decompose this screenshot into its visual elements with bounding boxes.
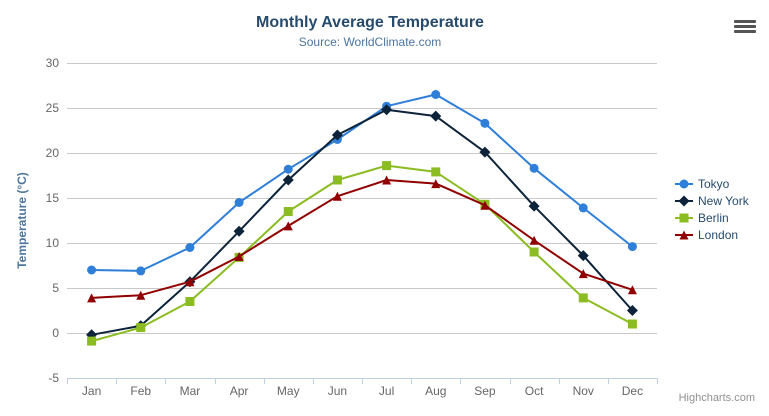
data-point-london[interactable] <box>185 277 195 287</box>
data-point-tokyo[interactable] <box>529 163 539 173</box>
series-london <box>87 175 637 303</box>
legend-marker-triangle[interactable] <box>679 230 689 240</box>
data-point-new-york[interactable] <box>479 146 491 158</box>
data-point-berlin[interactable] <box>578 293 588 303</box>
legend: Tokyo New York Berlin London <box>675 176 749 244</box>
data-point-berlin[interactable] <box>431 167 441 177</box>
data-point-new-york[interactable] <box>577 250 589 262</box>
legend-label: New York <box>698 194 749 208</box>
legend-square-icon <box>675 213 693 223</box>
data-point-london[interactable] <box>136 290 146 300</box>
legend-marker-square[interactable] <box>679 213 689 223</box>
data-point-london[interactable] <box>382 175 392 185</box>
chart-subtitle: Source: WorldClimate.com <box>298 35 442 49</box>
x-axis-label: Feb <box>130 384 151 398</box>
data-point-new-york[interactable] <box>381 104 393 116</box>
data-point-london[interactable] <box>578 269 588 279</box>
legend-item-new-york[interactable]: New York <box>675 193 749 209</box>
series-new-york <box>86 104 638 341</box>
data-point-new-york[interactable] <box>331 129 343 141</box>
x-axis-label: Oct <box>525 384 544 398</box>
y-axis-title: Temperature (°C) <box>15 172 29 269</box>
data-point-berlin[interactable] <box>283 207 293 216</box>
data-point-tokyo[interactable] <box>627 242 637 252</box>
y-axis-label: 25 <box>46 101 60 115</box>
legend-item-london[interactable]: London <box>675 227 749 243</box>
data-point-new-york[interactable] <box>233 225 245 237</box>
data-point-new-york[interactable] <box>430 110 442 122</box>
series-line-berlin <box>90 164 634 343</box>
y-axis-label: 15 <box>46 191 60 205</box>
data-point-berlin[interactable] <box>136 323 146 333</box>
x-axis-label: Aug <box>425 384 446 398</box>
data-point-new-york[interactable] <box>282 174 294 186</box>
y-axis-label: 10 <box>46 236 60 250</box>
data-point-berlin[interactable] <box>87 336 97 346</box>
data-point-london[interactable] <box>234 252 244 261</box>
x-axis-label: Jan <box>82 384 101 398</box>
legend-triangle-icon <box>675 230 693 240</box>
y-axis-label: 0 <box>52 326 59 340</box>
data-point-london[interactable] <box>529 235 539 245</box>
x-axis-label: Nov <box>573 384 594 398</box>
series-tokyo <box>87 90 637 276</box>
x-axis-label: May <box>277 384 300 398</box>
y-axis-label: 20 <box>46 146 60 160</box>
data-point-berlin[interactable] <box>382 161 392 171</box>
x-axis-label: Apr <box>230 384 249 398</box>
y-axis-label: 5 <box>52 281 59 295</box>
data-point-london[interactable] <box>431 179 441 189</box>
export-menu-button[interactable] <box>734 20 756 33</box>
data-point-berlin[interactable] <box>627 319 637 329</box>
legend-item-berlin[interactable]: Berlin <box>675 210 749 226</box>
data-point-london[interactable] <box>332 191 342 201</box>
data-point-tokyo[interactable] <box>87 265 97 275</box>
legend-marker-circle[interactable] <box>679 179 689 189</box>
hamburger-icon <box>734 20 756 33</box>
data-point-tokyo[interactable] <box>480 118 490 128</box>
x-axis-label: Jun <box>328 384 347 398</box>
series-line-tokyo <box>90 93 634 272</box>
y-axis-label: 30 <box>46 56 60 70</box>
data-point-london[interactable] <box>627 285 637 295</box>
data-point-tokyo[interactable] <box>185 243 195 252</box>
x-axis-label: Mar <box>180 384 201 398</box>
legend-diamond-icon <box>675 195 693 207</box>
data-point-london[interactable] <box>283 221 293 231</box>
legend-label: Tokyo <box>698 177 730 191</box>
credits-link[interactable]: Highcharts.com <box>678 392 755 404</box>
series-line-london <box>90 179 634 299</box>
legend-item-tokyo[interactable]: Tokyo <box>675 176 749 192</box>
data-point-tokyo[interactable] <box>283 164 293 174</box>
data-point-london[interactable] <box>480 200 490 210</box>
data-point-tokyo[interactable] <box>234 198 244 207</box>
legend-marker-diamond[interactable] <box>678 195 690 207</box>
data-point-berlin[interactable] <box>332 175 342 185</box>
x-axis-label: Dec <box>622 384 643 398</box>
legend-label: London <box>698 228 739 242</box>
data-point-new-york[interactable] <box>528 200 540 212</box>
legend-label: Berlin <box>698 211 729 225</box>
y-axis-label: -5 <box>48 371 59 385</box>
data-point-tokyo[interactable] <box>431 90 441 99</box>
x-axis-label: Sep <box>474 384 496 398</box>
data-point-berlin[interactable] <box>185 297 195 306</box>
data-point-tokyo[interactable] <box>578 203 588 213</box>
chart-title: Monthly Average Temperature <box>256 14 484 31</box>
data-point-berlin[interactable] <box>529 247 539 257</box>
data-point-london[interactable] <box>87 293 97 303</box>
legend-circle-icon <box>675 179 693 189</box>
x-axis-label: Jul <box>379 384 394 398</box>
data-point-tokyo[interactable] <box>136 266 146 276</box>
series-line-new-york <box>90 108 634 336</box>
data-point-new-york[interactable] <box>626 305 638 316</box>
